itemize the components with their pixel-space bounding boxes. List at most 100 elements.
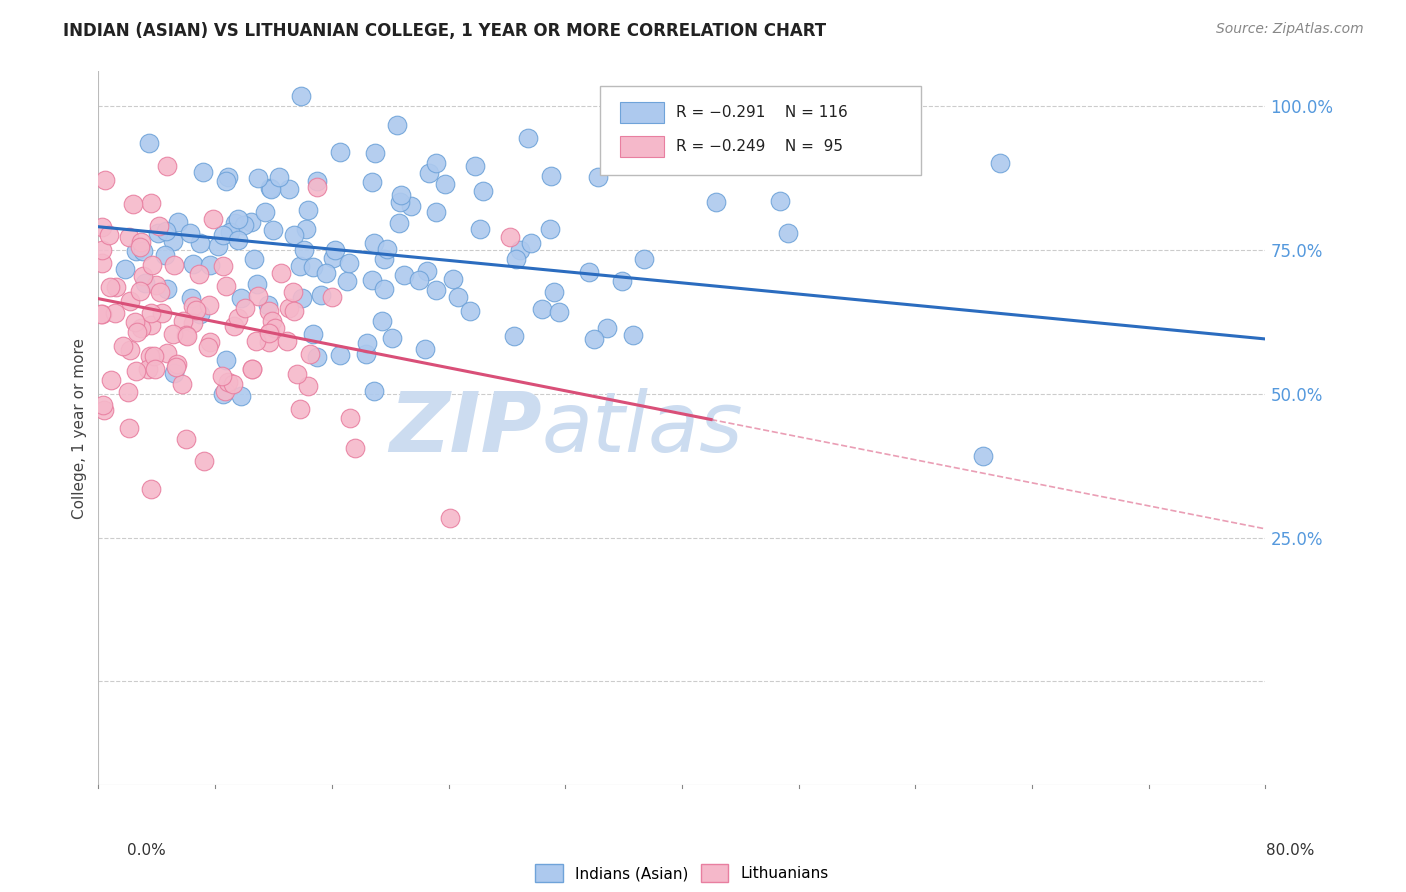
Point (90, 307, 112, 321)
Point (125, 325, 148, 339)
Point (129, 284, 152, 298)
Point (174, 432, 197, 446)
Point (91, 244, 114, 258)
Point (288, 402, 311, 417)
Point (163, 258, 186, 272)
Point (387, 216, 409, 230)
Point (443, 271, 465, 285)
Point (778, 227, 800, 241)
Point (540, 169, 562, 183)
Point (321, 290, 343, 304)
Point (162, 234, 184, 248)
Point (153, 248, 176, 262)
Point (302, 326, 325, 341)
Point (193, 454, 215, 468)
Point (499, 230, 522, 244)
Point (373, 252, 395, 266)
Point (156, 346, 179, 360)
Point (425, 156, 447, 170)
Point (98, 280, 121, 294)
Point (361, 175, 384, 189)
Point (468, 222, 491, 236)
Point (322, 251, 344, 265)
Point (217, 169, 239, 184)
Point (262, 222, 284, 236)
Point (329, 348, 352, 362)
Point (197, 298, 219, 312)
Point (305, 351, 328, 365)
Point (198, 258, 221, 272)
Point (416, 263, 439, 277)
Point (257, 298, 280, 312)
Point (267, 170, 290, 185)
Point (706, 194, 728, 209)
Point (112, 339, 135, 353)
Point (200, 334, 222, 349)
Point (769, 194, 792, 208)
Point (425, 205, 447, 219)
Point (277, 301, 299, 315)
Point (509, 243, 531, 257)
Point (259, 325, 281, 339)
Point (433, 177, 456, 191)
Point (391, 187, 413, 202)
Point (129, 235, 152, 249)
Point (283, 227, 305, 242)
Point (98, 228, 121, 243)
Point (212, 387, 235, 401)
Text: Source: ZipAtlas.com: Source: ZipAtlas.com (1216, 22, 1364, 37)
Point (259, 303, 281, 318)
Point (165, 360, 187, 375)
Point (290, 89, 312, 103)
Point (385, 119, 408, 133)
Point (243, 252, 266, 266)
Point (212, 228, 235, 243)
Point (259, 180, 281, 194)
Point (162, 366, 184, 380)
Point (91, 220, 114, 235)
Point (215, 174, 238, 188)
Point (315, 266, 337, 280)
Point (586, 169, 609, 184)
Point (176, 328, 198, 343)
Point (259, 326, 281, 340)
Point (503, 329, 526, 343)
Point (162, 327, 184, 342)
Point (343, 441, 366, 455)
Point (138, 136, 160, 151)
Point (125, 244, 148, 258)
Point (292, 243, 315, 257)
Point (972, 450, 994, 464)
Point (138, 350, 160, 364)
Point (356, 336, 378, 351)
Point (167, 215, 190, 229)
Point (297, 379, 319, 393)
Point (104, 306, 127, 320)
Point (148, 226, 170, 240)
Point (425, 283, 447, 297)
Point (197, 340, 219, 354)
Point (291, 291, 314, 305)
FancyBboxPatch shape (600, 86, 921, 175)
Point (136, 362, 159, 376)
Point (413, 343, 436, 357)
Point (172, 376, 194, 391)
Point (439, 511, 461, 525)
Point (363, 235, 385, 250)
Point (181, 257, 204, 271)
Point (218, 225, 240, 239)
Point (260, 313, 283, 327)
Point (222, 318, 245, 333)
Point (302, 260, 325, 274)
Point (181, 299, 204, 313)
Point (305, 179, 328, 194)
Point (578, 265, 600, 279)
Point (139, 306, 162, 320)
Point (172, 314, 194, 328)
Point (458, 304, 481, 318)
Point (336, 274, 359, 288)
Point (139, 196, 162, 211)
Point (149, 285, 172, 299)
Point (186, 302, 208, 317)
Point (295, 222, 318, 236)
